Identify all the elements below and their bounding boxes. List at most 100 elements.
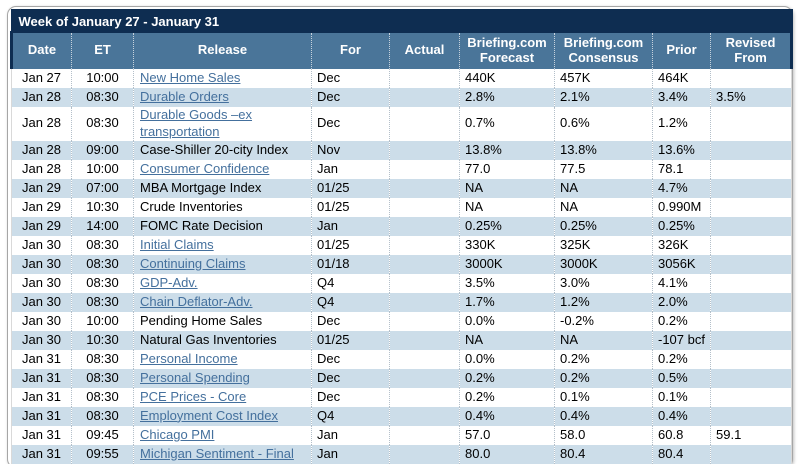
table-row: Jan 30 10:30 Natural Gas Inventories 01/25 N… [11,330,793,350]
et-cell: 10:30 [71,197,134,217]
revised-from-cell [710,368,793,388]
et-cell: 14:00 [71,216,134,236]
col-header-revised-from: Revised From [710,32,794,69]
actual-cell [389,254,460,274]
for-cell: Q4 [311,292,390,312]
release-link[interactable]: New Home Sales [140,69,241,85]
for-cell: Dec [311,106,390,141]
actual-cell [389,444,460,464]
forecast-cell: 13.8% [459,140,555,160]
prior-cell: 13.6% [652,140,711,160]
release-link[interactable]: Durable Orders [140,88,229,104]
release-link[interactable]: Durable Goods –ex transportation [140,106,253,139]
table-row: Jan 30 08:30 Chain Deflator-Adv. Q4 1.7% 1.2%… [11,292,793,312]
forecast-cell: 80.0 [459,444,555,464]
consensus-cell: 0.6% [554,106,653,141]
actual-cell [389,368,460,388]
release-label: Pending Home Sales [140,312,263,328]
date-cell: Jan 31 [11,406,72,426]
column-header-row: Date ET Release For Actual Briefing.com … [10,32,794,69]
release-cell: Initial Claims [133,235,312,255]
date-cell: Jan 30 [11,254,72,274]
prior-cell: 464K [652,68,711,88]
revised-from-cell [710,406,793,426]
revised-from-cell [710,349,793,369]
release-link[interactable]: Consumer Confidence [140,160,270,176]
actual-cell [389,68,460,88]
release-link[interactable]: PCE Prices - Core [140,388,247,404]
date-cell: Jan 28 [11,159,72,179]
forecast-cell: 0.0% [459,311,555,331]
release-link[interactable]: Michigan Sentiment - Final [140,445,294,461]
consensus-cell: 0.4% [554,406,653,426]
prior-cell: 60.8 [652,425,711,445]
actual-cell [389,273,460,293]
release-link[interactable]: Continuing Claims [140,255,246,271]
for-cell: Dec [311,387,390,407]
table-row: Jan 29 10:30 Crude Inventories 01/25 NA NA 0.9… [11,197,793,217]
actual-cell [389,311,460,331]
et-cell: 08:30 [71,254,134,274]
col-header-release: Release [133,32,312,69]
for-cell: Nov [311,140,390,160]
actual-cell [389,292,460,312]
actual-cell [389,140,460,160]
forecast-cell: 0.7% [459,106,555,141]
table-row: Jan 28 09:00 Case-Shiller 20-city Index Nov… [11,140,793,160]
et-cell: 10:30 [71,330,134,350]
prior-cell: 0.1% [652,387,711,407]
consensus-cell: NA [554,330,653,350]
forecast-cell: 3.5% [459,273,555,293]
release-cell: Employment Cost Index [133,406,312,426]
et-cell: 10:00 [71,159,134,179]
consensus-cell: 0.25% [554,216,653,236]
date-cell: Jan 30 [11,311,72,331]
release-link[interactable]: Personal Income [140,350,238,366]
col-header-date: Date [10,32,72,69]
date-cell: Jan 29 [11,197,72,217]
forecast-cell: NA [459,178,555,198]
prior-cell: 4.7% [652,178,711,198]
actual-cell [389,106,460,141]
date-cell: Jan 28 [11,140,72,160]
prior-cell: 0.990M [652,197,711,217]
prior-cell: 0.5% [652,368,711,388]
for-cell: 01/18 [311,254,390,274]
release-link[interactable]: Chain Deflator-Adv. [140,293,253,309]
et-cell: 08:30 [71,87,134,107]
forecast-cell: 3000K [459,254,555,274]
col-header-for: For [311,32,390,69]
et-cell: 08:30 [71,349,134,369]
week-title: Week of January 27 - January 31 [10,9,793,33]
prior-cell: -107 bcf [652,330,711,350]
consensus-cell: 0.1% [554,387,653,407]
et-cell: 10:00 [71,68,134,88]
prior-cell: 3056K [652,254,711,274]
for-cell: 01/25 [311,235,390,255]
table-row: Jan 31 08:30 Employment Cost Index Q4 0.4% 0.… [11,406,793,426]
col-header-et: ET [71,32,134,69]
release-link[interactable]: Chicago PMI [140,426,215,442]
forecast-cell: 0.25% [459,216,555,236]
et-cell: 09:55 [71,444,134,464]
date-cell: Jan 27 [11,68,72,88]
prior-cell: 2.0% [652,292,711,312]
release-cell: Case-Shiller 20-city Index [133,140,312,160]
for-cell: Dec [311,68,390,88]
release-link[interactable]: Employment Cost Index [140,407,279,423]
release-link[interactable]: Personal Spending [140,369,250,385]
table-row: Jan 31 09:55 Michigan Sentiment - Final Jan… [11,444,793,464]
revised-from-cell [710,254,793,274]
prior-cell: 3.4% [652,87,711,107]
release-link[interactable]: Initial Claims [140,236,214,252]
date-cell: Jan 31 [11,349,72,369]
release-cell: MBA Mortgage Index [133,178,312,198]
release-cell: Crude Inventories [133,197,312,217]
release-cell: New Home Sales [133,68,312,88]
consensus-cell: -0.2% [554,311,653,331]
release-cell: Durable Orders [133,87,312,107]
release-link[interactable]: GDP-Adv. [140,274,198,290]
release-cell: Chicago PMI [133,425,312,445]
et-cell: 08:30 [71,273,134,293]
